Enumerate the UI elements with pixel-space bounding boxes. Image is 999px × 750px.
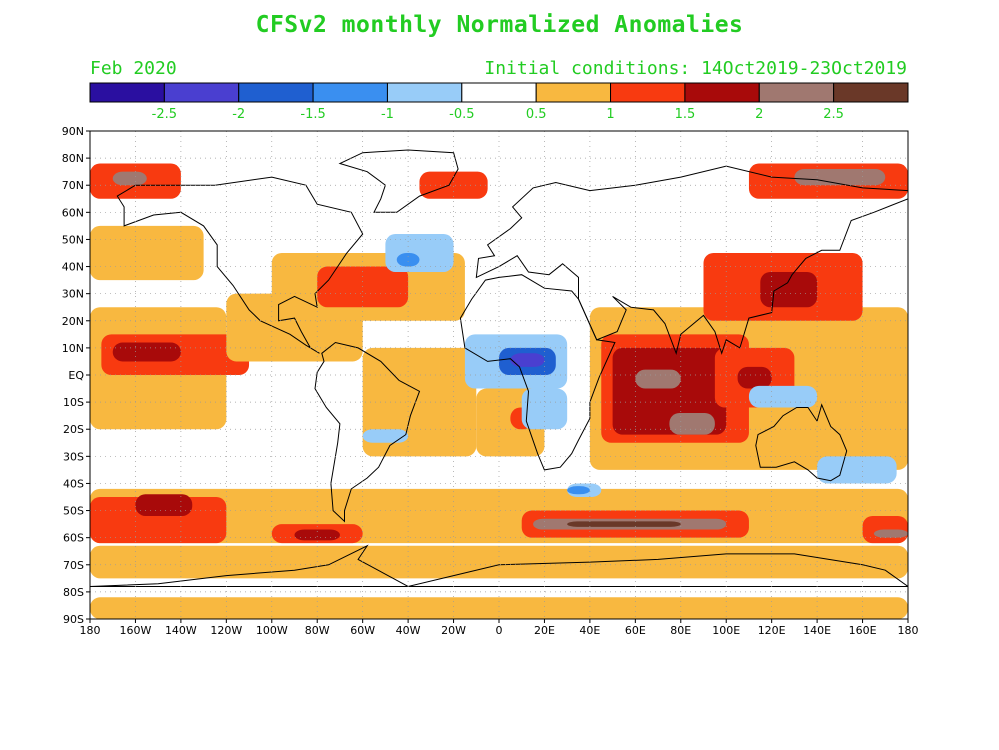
lat-tick-label: 20N [62,315,84,328]
lat-tick-label: 50S [63,505,84,518]
initial-conditions-label: Initial conditions: 14Oct2019-23Oct2019 [484,58,907,79]
lat-tick-label: 60N [62,206,84,219]
lat-tick-label: 50N [62,233,84,246]
anomaly-region [794,168,886,186]
colorbar-tick-label: -1.5 [300,107,325,122]
lon-tick-label: 80W [305,624,330,637]
lat-tick-label: 80N [62,152,84,165]
lat-tick-label: 60S [63,532,84,545]
anomaly-region [90,545,908,579]
anomaly-region [112,171,147,186]
lat-tick-label: 40N [62,261,84,274]
lon-tick-label: 100E [712,624,740,637]
colorbar-tick-label: 1 [606,107,614,122]
lat-tick-label: 10S [63,396,84,409]
lon-tick-label: 100W [256,624,288,637]
lon-tick-label: 160W [120,624,152,637]
lat-tick-label: 80S [63,586,84,599]
lon-tick-label: 40E [579,624,600,637]
lon-tick-label: 180 [898,624,919,637]
anomaly-region [817,456,897,484]
anomaly-region [635,369,681,389]
lat-tick-label: 20S [63,423,84,436]
anomaly-region [112,342,181,362]
lon-tick-label: 160E [849,624,877,637]
colorbar-legend: -2.5 -2 -1.5 -1 -0.5 0.5 1 1.5 2 2.5 [89,82,909,122]
anomaly-region [737,366,772,389]
continent-outline [314,341,421,523]
anomaly-region [873,529,908,538]
colorbar-tick-label: 2 [755,107,763,122]
anomaly-region [135,494,193,516]
lon-tick-label: 0 [496,624,503,637]
anomaly-region [362,429,409,443]
colorbar-tick-label: -2.5 [152,107,177,122]
anomaly-region [90,597,908,619]
anomaly-region [567,521,681,527]
continent-outline [116,176,364,354]
lon-tick-label: 120E [758,624,786,637]
colorbar-tick-label: 0.5 [526,107,547,122]
lat-tick-label: 90N [62,125,84,138]
anomaly-region [669,412,715,435]
lat-tick-label: EQ [68,369,84,382]
lat-tick-label: 30S [63,450,84,463]
anomaly-region [760,271,818,308]
anomaly-region [90,497,227,544]
lon-tick-label: 80E [670,624,691,637]
anomaly-region [90,225,204,281]
colorbar-tick-label: -2 [232,107,245,122]
lon-tick-label: 20W [441,624,466,637]
continent-outline [459,274,616,471]
colorbar-tick-label: 1.5 [675,107,696,122]
anomaly-region [521,388,568,430]
lon-tick-label: 140E [803,624,831,637]
lon-tick-label: 20E [534,624,555,637]
lon-tick-label: 60W [350,624,375,637]
lat-tick-label: 10N [62,342,84,355]
lat-tick-label: 70S [63,559,84,572]
colorbar-tick-label: 2.5 [823,107,844,122]
lon-tick-label: 180 [80,624,101,637]
lat-tick-label: 40S [63,477,84,490]
colorbar-swatch [833,82,909,103]
continent-outline [475,165,908,355]
anomaly-region [396,253,420,267]
anomaly-region [567,486,590,495]
anomaly-region [419,171,488,199]
lon-tick-label: 40W [396,624,421,637]
lon-tick-label: 140W [165,624,197,637]
colorbar-tick-label: -1 [381,107,394,122]
continent-outline [90,544,908,588]
colorbar-tick-label: -0.5 [449,107,474,122]
lat-tick-label: 30N [62,288,84,301]
anomaly-region [748,385,818,408]
chart-title: CFSv2 monthly Normalized Anomalies [255,12,744,38]
lon-tick-label: 120W [210,624,242,637]
forecast-month-label: Feb 2020 [90,58,177,79]
continent-outline [755,403,848,482]
anomaly-region [510,353,545,367]
lat-tick-label: 70N [62,179,84,192]
lon-tick-label: 60E [625,624,646,637]
lat-tick-label: 90S [63,613,84,626]
anomaly-region [362,347,477,457]
